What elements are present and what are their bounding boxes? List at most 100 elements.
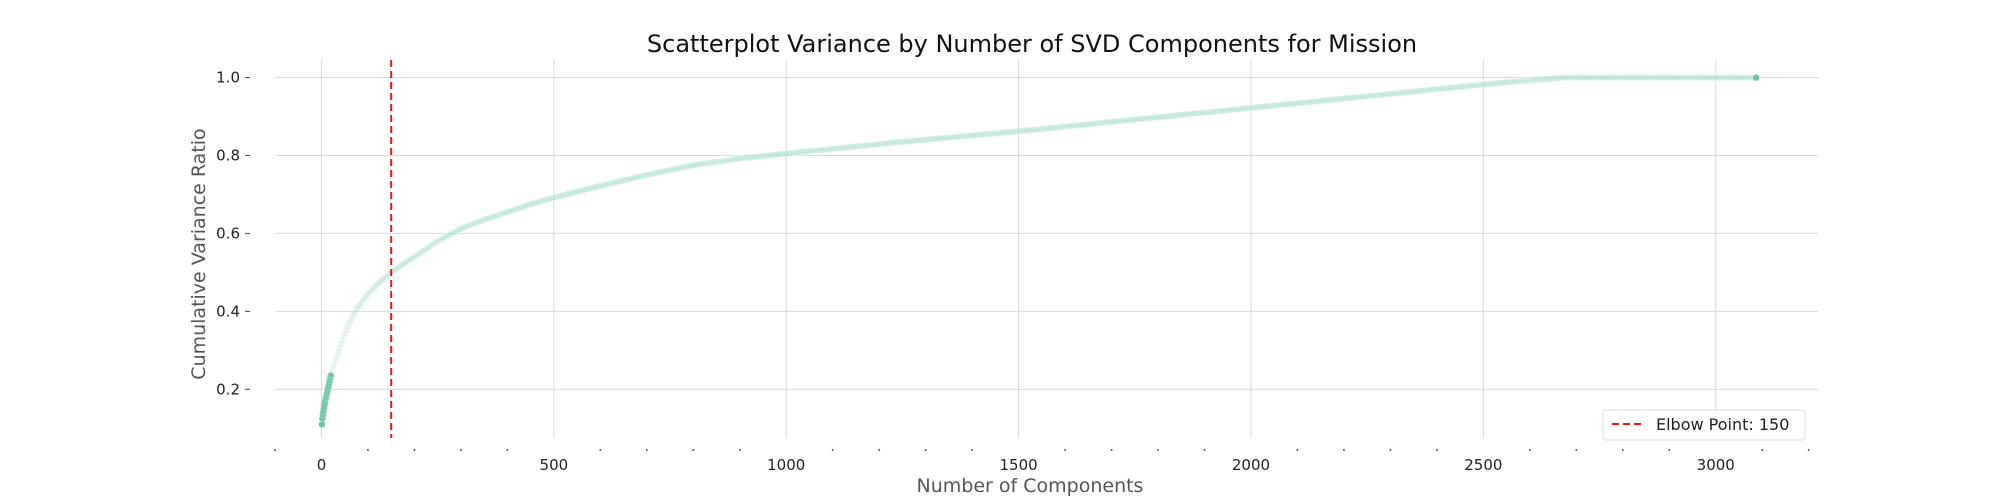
scatter-point [478,217,486,225]
x-minor-tick [645,449,648,451]
scatter-point [414,251,422,259]
scatter-point [412,251,420,260]
scatter-point [327,370,335,378]
scatter-point [373,280,381,289]
scatter-point [490,212,498,220]
x-minor-tick [924,449,927,451]
scatter-point [469,220,478,228]
scatter-point [422,245,430,253]
y-tick-labels: 0.2 0.4 0.6 0.8 1.0 [216,69,240,399]
scatter-point [514,204,522,212]
x-minor-tick [692,449,695,451]
scatter-point [421,246,429,254]
x-minor-tick [1807,449,1810,451]
scatter-point [358,298,366,306]
scatter-point [375,279,383,287]
scatter-point [457,225,465,233]
x-minor-tick [1621,449,1624,451]
scatter-point [396,263,404,271]
scatter-point [405,256,413,264]
scatter-point [497,210,505,218]
scatter-point [359,296,367,304]
x-minor-tick [599,449,602,451]
scatter-point [340,333,348,341]
x-minor-tick [1528,449,1531,451]
scatter-point [419,247,427,255]
scatter-point [418,248,426,256]
scatter-point [524,201,532,209]
scatter-point [411,252,419,261]
scatter-point [402,258,411,266]
x-tick-label: 1000 [767,456,805,474]
scatter-point [462,223,471,231]
scatter-point [499,209,507,218]
scatter-point [513,205,521,213]
scatter-point [355,302,363,310]
x-minor-tick [971,449,974,451]
scatter-point [501,209,510,217]
scatter-point [416,249,425,257]
scatter-point [376,278,384,286]
scatter-point [520,202,528,211]
x-minor-tick [459,449,462,451]
scatter-points [318,73,1760,428]
scatter-point [394,264,402,272]
x-minor-tick [366,449,369,451]
scatter-point [426,242,434,250]
x-minor-tick [1342,449,1345,451]
minor-ticks [274,449,1810,451]
scatter-point [481,216,489,224]
scatter-point [382,273,390,281]
x-minor-tick [274,449,276,451]
chart-title: Scatterplot Variance by Number of SVD Co… [647,30,1417,58]
scatter-point [380,274,388,282]
scatter-point [425,243,433,251]
scatter-point [361,294,369,302]
x-minor-tick [878,449,881,451]
scatter-point [503,208,511,216]
scatter-point [329,365,337,373]
x-minor-tick [1761,449,1764,451]
scatter-point [521,202,529,210]
scatter-point [432,238,440,247]
x-tick-labels: 0 500 1000 1500 2000 2500 3000 [317,456,1735,474]
scatter-point [510,206,518,214]
y-tick-label: 0.6 [216,224,240,242]
scatter-point [485,214,493,222]
scatter-point [354,303,362,312]
scatter-point [333,352,341,360]
scatter-point [330,361,338,369]
scatter-point [397,262,405,270]
scatter-point [507,207,515,215]
scatter-point [492,212,500,220]
scatter-point [506,207,514,215]
scatter-point [415,250,423,258]
scatter-point [409,253,418,261]
scatter-point [356,300,365,308]
scatter-point [379,275,387,283]
scatter-point [493,211,501,219]
scatter-point [1752,73,1760,82]
scatter-point [465,221,473,230]
x-minor-tick [1435,449,1438,451]
scatter-point [400,260,408,268]
scatter-point [344,322,352,331]
scatter-point [486,214,494,222]
x-minor-tick [738,449,741,451]
scatter-point [334,348,342,356]
legend-elbow-label: Elbow Point: 150 [1656,415,1789,434]
x-tick-label: 1500 [1000,456,1038,474]
scatter-point [464,222,472,230]
grid [245,60,1818,438]
scatter-point [352,305,360,313]
scatter-point [460,224,468,232]
y-tick-label: 0.4 [216,302,240,320]
x-tick-label: 500 [540,456,569,474]
scatter-point [461,223,469,231]
scatter-point [476,217,484,225]
x-minor-tick [1668,449,1671,451]
y-tick-label: 0.2 [216,380,240,398]
x-minor-tick [506,449,509,451]
scatter-point [489,213,497,221]
